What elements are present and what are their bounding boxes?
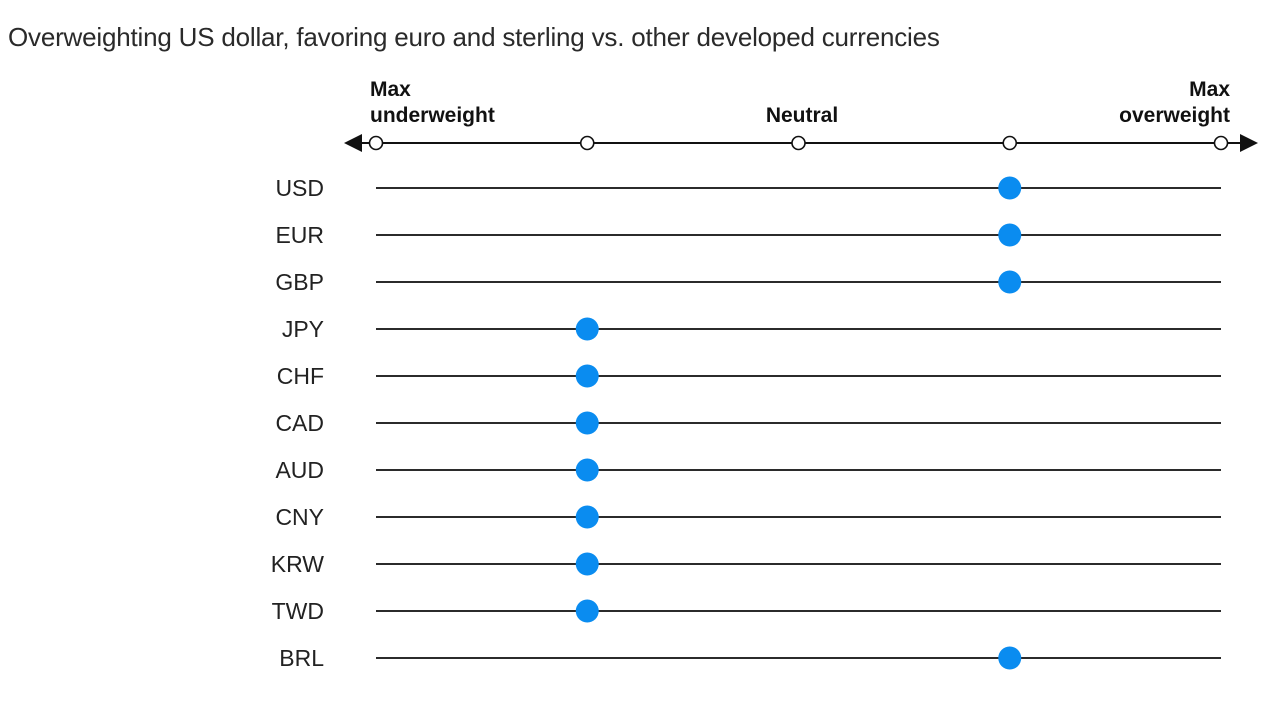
currency-label: JPY bbox=[282, 316, 324, 342]
scale-tick-marker bbox=[791, 135, 806, 151]
left-arrow-icon bbox=[344, 134, 362, 152]
currency-label: CNY bbox=[275, 504, 324, 530]
currency-label: USD bbox=[275, 175, 324, 201]
position-dot bbox=[575, 364, 599, 388]
currency-row: BRL bbox=[279, 645, 1221, 671]
currency-row: AUD bbox=[275, 457, 1221, 483]
scale-label-max-underweight: Max bbox=[370, 78, 411, 101]
currency-row: EUR bbox=[275, 222, 1221, 248]
currency-row: USD bbox=[275, 175, 1221, 201]
scale-tick-marker bbox=[368, 135, 384, 151]
position-dot bbox=[998, 646, 1022, 670]
position-dot bbox=[575, 317, 599, 341]
scale-label-neutral: Neutral bbox=[766, 104, 838, 127]
scale-axis bbox=[344, 134, 1258, 152]
position-dot bbox=[998, 176, 1022, 200]
scale-label-max-overweight: Max bbox=[1189, 78, 1230, 101]
currency-rows: USD EUR GBP JPY CHF CAD AUD CNY KRW TWD BRL bbox=[271, 175, 1221, 671]
position-dot bbox=[575, 411, 599, 435]
currency-row: KRW bbox=[271, 551, 1221, 577]
currency-label: TWD bbox=[272, 598, 324, 624]
position-dot bbox=[575, 458, 599, 482]
currency-label: EUR bbox=[275, 222, 324, 248]
currency-label: AUD bbox=[275, 457, 324, 483]
position-dot bbox=[575, 552, 599, 576]
position-dot bbox=[575, 599, 599, 623]
position-dot bbox=[998, 223, 1022, 247]
scale-label-max-overweight: overweight bbox=[1119, 104, 1230, 127]
currency-row: CHF bbox=[277, 363, 1221, 389]
scale-tick-marker bbox=[1213, 135, 1229, 151]
currency-label: BRL bbox=[279, 645, 324, 671]
currency-row: CAD bbox=[275, 410, 1221, 436]
currency-label: KRW bbox=[271, 551, 325, 577]
currency-row: CNY bbox=[275, 504, 1221, 530]
currency-row: TWD bbox=[272, 598, 1221, 624]
currency-label: CHF bbox=[277, 363, 324, 389]
position-dot bbox=[998, 270, 1022, 294]
position-dot bbox=[575, 505, 599, 529]
scale-tick-marker bbox=[1002, 135, 1018, 151]
currency-row: JPY bbox=[282, 316, 1221, 342]
chart-title: Overweighting US dollar, favoring euro a… bbox=[8, 22, 940, 52]
currency-row: GBP bbox=[275, 269, 1221, 295]
currency-label: CAD bbox=[275, 410, 324, 436]
scale-labels: Max underweight Neutral Max overweight bbox=[370, 78, 1230, 127]
currency-label: GBP bbox=[275, 269, 324, 295]
scale-label-max-underweight: underweight bbox=[370, 104, 495, 127]
right-arrow-icon bbox=[1240, 134, 1258, 152]
scale-tick-marker bbox=[579, 135, 595, 151]
